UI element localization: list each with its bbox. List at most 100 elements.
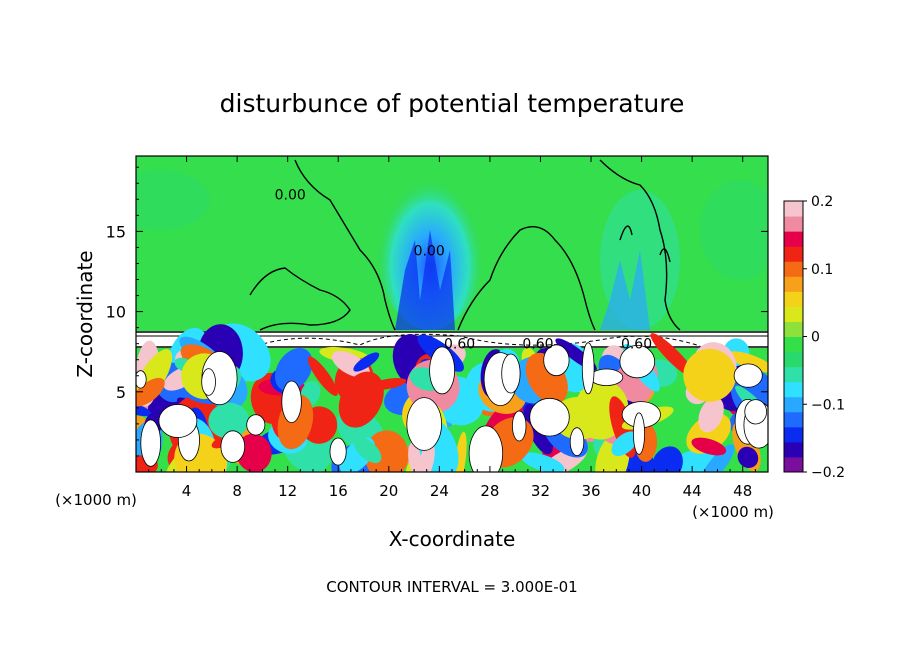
contour-lines [249, 159, 681, 331]
x-tick-label: 16 [329, 482, 348, 500]
x-tick-label: 40 [632, 482, 651, 500]
y-axis: 5 10 15 [106, 166, 768, 457]
x-axis: 4 8 12 16 20 24 28 32 36 40 44 48 [148, 156, 756, 500]
colorbar-segment [784, 306, 803, 322]
field-patch [353, 436, 382, 464]
field-patch [698, 397, 724, 433]
white-eddy [512, 410, 527, 442]
upper-field-shading [136, 156, 768, 330]
white-eddy [140, 419, 162, 467]
field-patch [651, 446, 683, 472]
colorbar-tick-label: 0.2 [811, 194, 833, 210]
white-eddy [589, 368, 624, 387]
colorbar-segment [784, 201, 803, 217]
field-patch [650, 333, 696, 379]
field-patch [274, 348, 313, 392]
white-eddy [281, 380, 302, 423]
contour-label: 0.00 [275, 187, 306, 203]
white-eddy [744, 399, 767, 425]
field-patch [136, 377, 165, 407]
field-patch [338, 371, 384, 428]
field-patch [236, 433, 272, 472]
x-unit-left: (×1000 m) [55, 491, 137, 509]
colorbar-segment [784, 321, 803, 337]
colorbar: 0.2 0.1 0 −0.1 −0.2 [783, 194, 845, 481]
y-tick-label: 5 [116, 383, 126, 402]
field-patch [691, 437, 727, 456]
colorbar-segment [784, 231, 803, 247]
white-eddy [633, 412, 646, 455]
colorbar-tick-label: −0.1 [811, 397, 845, 413]
colorbar-segment [784, 351, 803, 368]
field-patch [208, 402, 250, 439]
x-tick-label: 8 [232, 482, 242, 500]
colorbar-segment [784, 216, 803, 232]
colorbar-segment [784, 291, 803, 307]
colorbar-segment [784, 261, 803, 277]
white-eddy [733, 363, 763, 388]
contour-labels: 0.00 0.00 0.60 0.60 0.60 [275, 187, 653, 352]
contour-label: 0.60 [444, 336, 475, 352]
x-tick-label: 4 [182, 482, 192, 500]
colorbar-segment [784, 276, 803, 292]
colorbar-tick-label: 0.1 [811, 262, 833, 278]
y-tick-label: 10 [106, 303, 126, 322]
colorbar-segment [784, 381, 803, 398]
white-eddy [136, 370, 147, 389]
white-eddy [529, 397, 570, 437]
white-eddy [220, 430, 246, 463]
field-patch [699, 444, 735, 472]
y-tick-label: 15 [106, 222, 126, 241]
white-eddy [158, 404, 198, 438]
x-axis-label: X-coordinate [389, 527, 516, 551]
x-tick-label: 24 [430, 482, 449, 500]
white-eddy [501, 353, 521, 394]
field-patch [353, 352, 380, 372]
contour-label: 0.60 [621, 336, 652, 352]
x-tick-label: 36 [581, 482, 600, 500]
white-eddy [246, 414, 266, 436]
colorbar-segment [784, 366, 803, 383]
contour-label: 0.00 [414, 243, 445, 259]
x-tick-label: 32 [531, 482, 550, 500]
x-tick-label: 28 [480, 482, 499, 500]
white-eddy [406, 397, 443, 451]
lower-field-shading [136, 323, 768, 472]
colorbar-segment [784, 456, 803, 473]
white-eddy [619, 344, 656, 379]
white-eddy [329, 437, 347, 466]
white-eddy [468, 425, 504, 472]
field-patch [521, 452, 565, 472]
x-tick-label: 12 [278, 482, 297, 500]
chart-title: disturbunce of potential temperature [220, 89, 685, 118]
white-eddy [569, 427, 585, 457]
colorbar-segment [784, 396, 803, 413]
colorbar-segment [784, 411, 803, 428]
x-tick-label: 20 [379, 482, 398, 500]
field-patch [611, 431, 638, 457]
y-axis-label: Z-coordinate [73, 250, 97, 377]
colorbar-tick-label: 0 [811, 330, 820, 346]
colorbar-segment [784, 246, 803, 262]
contour-interval-note: CONTOUR INTERVAL = 3.000E-01 [326, 578, 577, 596]
white-eddy [543, 344, 570, 377]
white-eddy [429, 346, 456, 395]
field-patch [307, 356, 338, 396]
plot-area: 0.00 0.00 0.60 0.60 0.60 [135, 155, 769, 473]
x-tick-label: 48 [733, 482, 752, 500]
x-unit-right: (×1000 m) [692, 503, 774, 521]
white-eddy [201, 368, 216, 396]
white-eddy [581, 342, 595, 395]
field-patch [727, 351, 768, 373]
colorbar-segment [784, 441, 803, 458]
colorbar-tick-label: −0.2 [811, 465, 845, 481]
contour-label: 0.60 [522, 336, 553, 352]
colorbar-segment [784, 336, 803, 353]
x-tick-label: 44 [683, 482, 702, 500]
field-patch [454, 431, 467, 472]
field-patch [331, 350, 370, 378]
field-patch [737, 446, 759, 469]
colorbar-segment [784, 426, 803, 443]
field-patch [683, 348, 737, 402]
